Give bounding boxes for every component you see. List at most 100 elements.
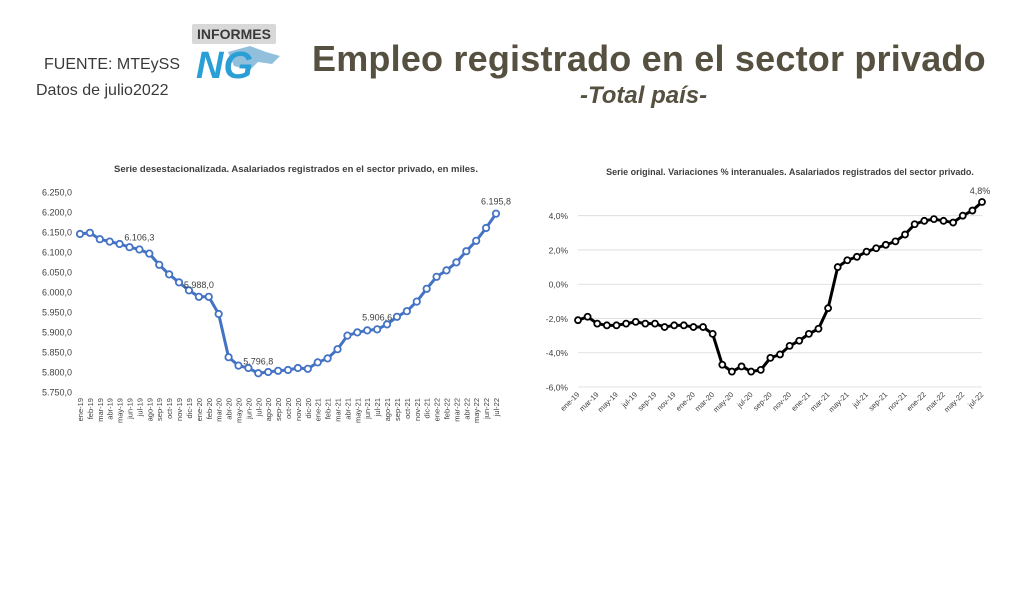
data-point — [75, 229, 85, 239]
source-label: FUENTE: MTEySS — [44, 56, 181, 73]
y-tick-label: 5.800,0 — [42, 368, 72, 378]
x-tick-label: oct-19 — [165, 398, 174, 419]
x-tick-label: sep-20 — [274, 398, 283, 421]
data-point — [651, 319, 659, 328]
data-label: 5.988,0 — [184, 280, 214, 290]
data-point — [939, 216, 948, 225]
x-tick-label: feb-21 — [324, 398, 333, 419]
y-tick-label: 6.100,0 — [42, 248, 72, 258]
data-point — [333, 345, 342, 354]
data-point — [843, 256, 852, 265]
data-point — [891, 237, 900, 246]
x-tick-label: dic-21 — [423, 398, 432, 418]
data-point — [978, 198, 986, 206]
x-tick-label: abr-21 — [343, 398, 352, 420]
data-point — [224, 353, 233, 362]
chart-variaciones-interanuales: Serie original. Variaciones % interanual… — [546, 167, 991, 414]
x-tick-label: ene-21 — [789, 390, 812, 413]
data-point — [804, 329, 813, 338]
y-tick-label: 5.750,0 — [42, 388, 72, 398]
data-point — [670, 321, 679, 330]
data-point — [785, 341, 794, 350]
ng-informes-logo: INFORMES NG — [188, 22, 284, 87]
data-point — [689, 323, 698, 331]
x-tick-label: nov-20 — [294, 398, 303, 421]
x-tick-label: ago-19 — [145, 398, 154, 421]
data-point — [254, 369, 263, 378]
x-tick-label: may-20 — [711, 390, 735, 414]
data-point — [363, 326, 372, 335]
x-tick-label: oct-21 — [403, 398, 412, 419]
data-point — [442, 266, 451, 275]
x-tick-label: mar-22 — [452, 398, 461, 422]
data-point — [602, 321, 611, 330]
x-tick-label: mar-19 — [96, 398, 105, 422]
x-tick-label: nov-19 — [655, 390, 678, 413]
data-point — [412, 297, 421, 306]
data-point — [422, 284, 431, 293]
x-tick-label: mar-21 — [334, 398, 343, 422]
data-point — [718, 360, 727, 369]
x-tick-label: jul-19 — [135, 398, 144, 417]
x-tick-label: feb-20 — [205, 398, 214, 419]
x-tick-label: nov-20 — [770, 390, 793, 413]
source-block: FUENTE: MTEySS Datos de julio2022 — [36, 52, 181, 104]
data-point — [747, 367, 756, 376]
x-tick-label: dic-19 — [185, 398, 194, 418]
data-point — [881, 240, 890, 249]
x-tick-label: ene-22 — [905, 390, 928, 413]
data-point — [737, 362, 746, 371]
data-point — [343, 331, 352, 340]
data-label: 4,8% — [970, 186, 991, 196]
data-point — [728, 367, 736, 376]
data-point — [583, 312, 592, 321]
data-point — [968, 206, 977, 215]
x-tick-label: ene-21 — [314, 398, 323, 421]
y-tick-label: 4,0% — [549, 211, 569, 221]
x-tick-label: feb-22 — [442, 398, 451, 419]
data-point — [165, 270, 174, 279]
data-point — [660, 323, 669, 331]
data-point — [920, 216, 929, 225]
x-tick-label: mar-20 — [215, 398, 224, 422]
y-tick-label: 6.200,0 — [42, 208, 72, 218]
data-point — [145, 249, 154, 258]
x-tick-label: ene-20 — [674, 390, 697, 413]
x-tick-label: nov-21 — [886, 390, 909, 413]
data-point — [273, 366, 283, 375]
data-point — [795, 336, 804, 345]
data-point — [853, 252, 861, 261]
data-point — [115, 239, 124, 249]
x-tick-label: ago-20 — [264, 398, 273, 421]
data-point — [204, 292, 213, 301]
data-point — [135, 245, 144, 254]
x-tick-label: jul-22 — [965, 390, 985, 410]
x-tick-label: jun-19 — [126, 398, 135, 420]
data-point — [373, 325, 382, 334]
data-point — [214, 309, 223, 319]
data-point — [958, 211, 967, 220]
data-point — [930, 215, 938, 224]
chart-title: Serie desestacionalizada. Asalariados re… — [114, 164, 478, 175]
data-point — [95, 235, 104, 244]
data-point — [105, 237, 114, 246]
logo-mark: NG — [196, 45, 253, 82]
x-tick-label: may-19 — [116, 398, 125, 423]
x-tick-label: sep-21 — [393, 398, 402, 421]
date-note: Datos de julio2022 — [36, 82, 169, 99]
data-point — [452, 258, 461, 267]
data-point — [901, 230, 909, 239]
data-point — [699, 323, 707, 331]
data-point — [462, 247, 471, 256]
data-point — [293, 363, 303, 373]
data-point — [910, 220, 919, 229]
x-tick-label: ene-20 — [195, 398, 204, 421]
y-tick-label: 5.900,0 — [42, 328, 72, 338]
x-tick-label: may-21 — [827, 390, 851, 414]
x-tick-label: abr-19 — [106, 398, 115, 420]
chart-desestacionalizada: Serie desestacionalizada. Asalariados re… — [42, 164, 511, 423]
x-tick-label: jul-22 — [492, 398, 501, 417]
x-tick-label: feb-19 — [86, 398, 95, 419]
y-tick-label: 6.250,0 — [42, 188, 72, 198]
x-tick-label: nov-19 — [175, 398, 184, 421]
